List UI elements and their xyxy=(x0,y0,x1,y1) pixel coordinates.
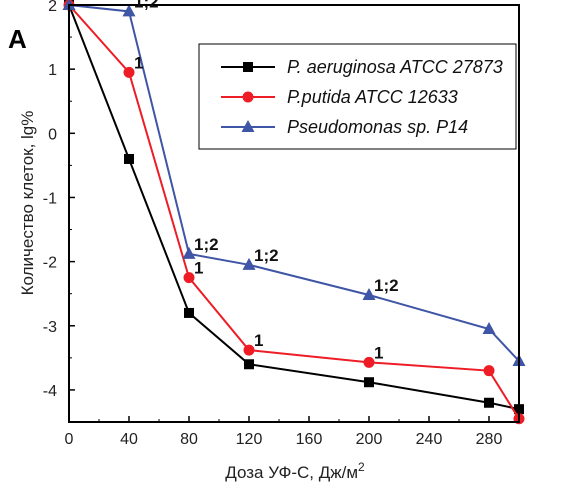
data-point-0-2 xyxy=(184,307,194,318)
x-tick-label-7: 280 xyxy=(476,431,503,448)
x-tick-label-6: 240 xyxy=(416,431,443,448)
data-point-1-2 xyxy=(183,272,195,284)
annotation-0: 1;2 xyxy=(134,0,159,11)
x-tick-label-5: 200 xyxy=(356,431,383,448)
legend-label-1: P.putida ATCC 12633 xyxy=(287,87,458,107)
y-tick-label-4: -2 xyxy=(43,255,57,272)
data-point-2-5 xyxy=(482,321,496,334)
x-tick-label-4: 160 xyxy=(296,431,323,448)
series-1 xyxy=(63,0,525,425)
x-tick-label-2: 80 xyxy=(180,431,198,448)
axes-layer: 0 40 80 120 160 200 240 280 2 1 0 -1 -2 -3 -4 xyxy=(43,0,520,448)
annotation-1: 1 xyxy=(134,53,143,72)
data-point-1-3 xyxy=(243,344,255,356)
data-point-0-4 xyxy=(364,377,374,388)
y-axis-label: Количество клеток, lg% xyxy=(18,111,37,296)
data-point-0-1 xyxy=(124,153,134,164)
x-tick-label-0: 0 xyxy=(65,431,74,448)
y-tick-label-3: -1 xyxy=(43,190,57,207)
data-point-0-5 xyxy=(484,397,494,408)
data-point-2-1 xyxy=(122,4,136,17)
data-point-1-5 xyxy=(483,365,495,377)
legend-marker-1 xyxy=(242,91,254,103)
plot-frame xyxy=(68,4,520,423)
annotation-6: 1;2 xyxy=(374,276,399,295)
x-axis-label: Доза УФ-С, Дж/м2 xyxy=(225,460,365,482)
legend-label-0: P. aeruginosa ATCC 27873 xyxy=(287,57,503,77)
data-point-2-2 xyxy=(182,246,196,259)
data-point-2-4 xyxy=(362,287,376,300)
annotation-7: 1 xyxy=(374,343,383,362)
x-axis-label-text: Доза УФ-С, Дж/м xyxy=(225,463,358,482)
panel-label: A xyxy=(8,24,27,54)
legend: P. aeruginosa ATCC 27873 P.putida ATCC 12… xyxy=(198,43,517,150)
annotation-5: 1 xyxy=(254,331,263,350)
annotation-2: 1;2 xyxy=(194,235,219,254)
data-point-1-1 xyxy=(123,66,135,78)
legend-marker-2 xyxy=(241,120,255,132)
y-tick-label-1: 1 xyxy=(48,62,57,79)
x-axis-label-superscript: 2 xyxy=(358,460,365,474)
x-tick-label-1: 40 xyxy=(120,431,138,448)
series-layer xyxy=(62,0,526,425)
y-tick-label-0: 2 xyxy=(48,0,57,15)
data-point-1-4 xyxy=(363,356,375,368)
y-tick-label-2: 0 xyxy=(48,126,57,143)
y-tick-label-6: -4 xyxy=(43,383,57,400)
x-tick-label-3: 120 xyxy=(236,431,263,448)
legend-label-2: Pseudomonas sp. P14 xyxy=(287,117,468,137)
data-point-2-3 xyxy=(242,257,256,270)
legend-marker-0 xyxy=(243,62,253,72)
annotation-3: 1 xyxy=(194,259,203,278)
data-point-0-3 xyxy=(244,359,254,370)
annotation-layer: 1;2 1 1;2 1 1;2 1 1;2 1 xyxy=(134,0,399,362)
y-tick-label-5: -3 xyxy=(43,319,57,336)
annotation-4: 1;2 xyxy=(254,246,279,265)
